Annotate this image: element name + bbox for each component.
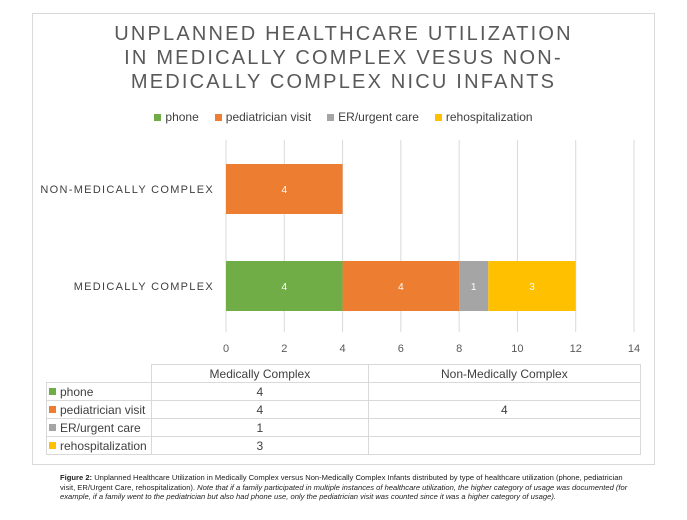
table-series-name: pediatrician visit (60, 402, 146, 417)
x-tick-label-5: 10 (511, 343, 523, 355)
data-label-1-0: 4 (282, 282, 288, 293)
table-header-non-medically-complex: Non-Medically Complex (367, 364, 642, 383)
data-table: Medically Complex Non-Medically Complex … (46, 364, 642, 455)
table-cell: 1 (151, 418, 369, 437)
legend-label-3: rehospitalization (445, 110, 533, 124)
x-tick-label-6: 12 (570, 343, 582, 355)
x-tick-label-0: 0 (223, 343, 229, 355)
table-series-name: ER/urgent care (60, 420, 141, 435)
table-row: pediatrician visit 4 4 (46, 400, 642, 419)
bar-1-2 (459, 261, 489, 311)
legend-label-0: phone (165, 110, 199, 124)
legend-swatch-1 (214, 113, 222, 121)
caption-text: Unplanned Healthcare Utilization in Medi… (60, 473, 623, 492)
chart-frame (32, 13, 655, 465)
category-label-1: MEDICALLY COMPLEX (74, 281, 214, 293)
x-tick-label-7: 14 (628, 343, 640, 355)
data-label-0-1: 4 (282, 185, 288, 196)
table-cell (367, 436, 642, 455)
chart-title-line-2: IN MEDICALLY COMPLEX VESUS NON- (124, 47, 563, 69)
table-row: rehospitalization 3 (46, 436, 642, 455)
data-label-1-3: 3 (529, 282, 535, 293)
table-header-medically-complex: Medically Complex (151, 364, 369, 383)
legend-label-1: pediatrician visit (225, 110, 312, 124)
legend-swatch-2 (327, 113, 335, 121)
table-row: ER/urgent care 1 (46, 418, 642, 437)
table-series-name: rehospitalization (60, 438, 147, 453)
figure-caption: Figure 2: Unplanned Healthcare Utilizati… (60, 473, 635, 502)
bar-0-1 (226, 164, 343, 214)
data-label-1-2: 1 (471, 282, 477, 293)
chart-title-line-1: UNPLANNED HEALTHCARE UTILIZATION (114, 23, 573, 45)
table-cell: 3 (151, 436, 369, 455)
x-tick-label-3: 6 (398, 343, 404, 355)
table-cell (367, 418, 642, 437)
bar-1-0 (226, 261, 343, 311)
table-cell (367, 382, 642, 401)
legend-item-3: rehospitalization (434, 110, 533, 124)
chart-title-line-3: MEDICALLY COMPLEX NICU INFANTS (130, 71, 557, 93)
bar-1-3 (488, 261, 576, 311)
caption-label: Figure 2: (60, 473, 93, 482)
legend-swatch-3 (434, 113, 442, 121)
data-label-1-1: 4 (398, 282, 404, 293)
table-swatch (49, 387, 56, 395)
table-swatch (49, 405, 56, 413)
table-cell: 4 (367, 400, 642, 419)
x-tick-label-1: 2 (281, 343, 287, 355)
legend-label-2: ER/urgent care (338, 110, 419, 124)
x-tick-label-4: 8 (456, 343, 462, 355)
table-series-name: phone (60, 384, 94, 399)
chart-legend: phone pediatrician visit ER/urgent care reh… (0, 110, 687, 124)
table-row-label: pediatrician visit (46, 400, 152, 419)
legend-item-0: phone (154, 110, 199, 124)
table-row-label: ER/urgent care (46, 418, 152, 437)
bar-1-1 (342, 261, 460, 311)
table-row-label: phone (46, 382, 152, 401)
legend-item-2: ER/urgent care (327, 110, 419, 124)
category-label-0: NON-MEDICALLY COMPLEX (40, 184, 214, 196)
caption-note: Note that if a family participated in mu… (60, 482, 628, 502)
legend-swatch-0 (154, 113, 162, 121)
table-row: phone 4 (46, 382, 642, 401)
legend-item-1: pediatrician visit (214, 110, 312, 124)
table-swatch (49, 423, 56, 431)
table-row-label: rehospitalization (46, 436, 152, 455)
chart-title: UNPLANNED HEALTHCARE UTILIZATION IN MEDI… (32, 22, 655, 94)
table-swatch (49, 441, 56, 449)
table-cell: 4 (151, 382, 369, 401)
table-corner (46, 364, 152, 383)
table-cell: 4 (151, 400, 369, 419)
x-tick-label-2: 4 (340, 343, 346, 355)
